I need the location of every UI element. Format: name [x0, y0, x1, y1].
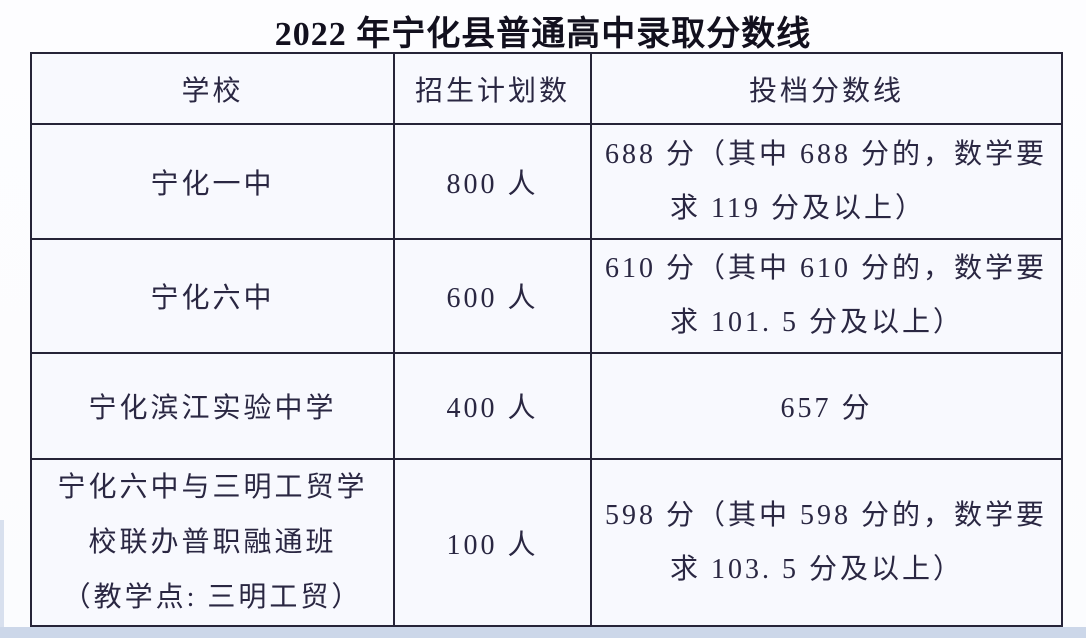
table-row: 宁化六中 600 人 610 分（其中 610 分的，数学要 求 101. 5 … [30, 238, 1063, 354]
table-header-row: 学校 招生计划数 投档分数线 [30, 52, 1063, 125]
score-line-text: 598 分（其中 598 分的，数学要 求 103. 5 分及以上） [605, 499, 1048, 585]
plan-count-cell: 600 人 [393, 238, 592, 354]
plan-count-cell: 400 人 [393, 352, 592, 460]
page-title: 2022 年宁化县普通高中录取分数线 [274, 16, 812, 53]
plan-count-cell: 800 人 [393, 123, 592, 240]
school-name-cell: 宁化六中 [30, 238, 395, 354]
score-line-cell: 610 分（其中 610 分的，数学要 求 101. 5 分及以上） [590, 238, 1063, 354]
score-line-text: 610 分（其中 610 分的，数学要 求 101. 5 分及以上） [605, 253, 1048, 338]
column-header-enrollment-plan: 招生计划数 [393, 52, 592, 125]
photo-edge-artifact [0, 520, 4, 638]
school-name-cell: 宁化一中 [30, 123, 395, 240]
column-header-school: 学校 [30, 52, 395, 125]
column-header-score-line: 投档分数线 [590, 52, 1063, 125]
table-row: 宁化一中 800 人 688 分（其中 688 分的，数学要 求 119 分及以… [30, 123, 1063, 240]
score-line-cell: 598 分（其中 598 分的，数学要 求 103. 5 分及以上） [590, 458, 1063, 627]
score-line-cell: 657 分 [590, 352, 1063, 460]
school-name-cell: 宁化滨江实验中学 [30, 352, 395, 460]
school-name-cell: 宁化六中与三明工贸学 校联办普职融通班 （教学点: 三明工贸） [30, 458, 395, 627]
admission-score-table: 学校 招生计划数 投档分数线 宁化一中 800 人 688 分（其中 688 分… [30, 52, 1063, 627]
table-row: 宁化滨江实验中学 400 人 657 分 [30, 352, 1063, 460]
plan-count-cell: 100 人 [393, 458, 592, 627]
table-row: 宁化六中与三明工贸学 校联办普职融通班 （教学点: 三明工贸） 100 人 59… [30, 458, 1063, 627]
score-line-cell: 688 分（其中 688 分的，数学要 求 119 分及以上） [590, 123, 1063, 240]
score-line-text: 688 分（其中 688 分的，数学要 求 119 分及以上） [605, 138, 1048, 224]
school-name-text: 宁化六中与三明工贸学 校联办普职融通班 （教学点: 三明工贸） [57, 472, 368, 613]
photo-edge-artifact [0, 627, 1086, 638]
